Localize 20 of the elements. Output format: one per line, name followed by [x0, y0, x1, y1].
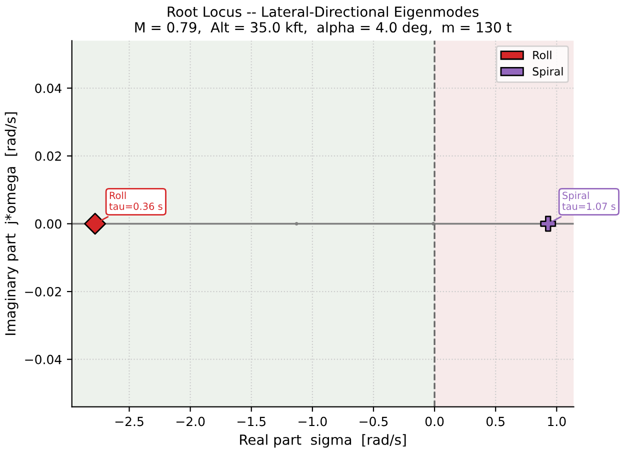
x-tick-label: 0.5: [486, 416, 504, 426]
x-tick-label: −1.5: [238, 416, 266, 426]
x-tick-label: −2.5: [115, 416, 144, 426]
y-tick-label: 0.00: [35, 219, 62, 229]
x-tick-label: 0.0: [425, 416, 444, 426]
x-tick-label: −1.0: [298, 416, 327, 426]
y-tick-label: −0.04: [25, 354, 62, 364]
x-tick-label: −0.5: [360, 416, 388, 426]
x-tick-label: 1.0: [548, 416, 566, 426]
y-axis-title: Imaginary part j*omega [rad/s]: [4, 112, 18, 335]
x-axis-title: Real part sigma [rad/s]: [240, 434, 406, 448]
y-tick-label: 0.04: [35, 84, 62, 94]
annotation: Spiral tau=1.07 s: [562, 192, 616, 210]
y-tick-label: −0.02: [25, 287, 61, 296]
legend-label: Roll: [533, 50, 552, 60]
y-tick-label: 0.02: [35, 151, 61, 161]
annotation: Roll tau=0.36 s: [109, 192, 162, 210]
chart-title: Root Locus -- Lateral-Directional Eigenmodes M = 0.79, Alt = 35.0 kft, alpha = 4.0 deg, m = 130 t: [135, 6, 512, 36]
legend-label: Spiral: [532, 66, 563, 78]
x-tick-label: −2.0: [176, 416, 205, 426]
